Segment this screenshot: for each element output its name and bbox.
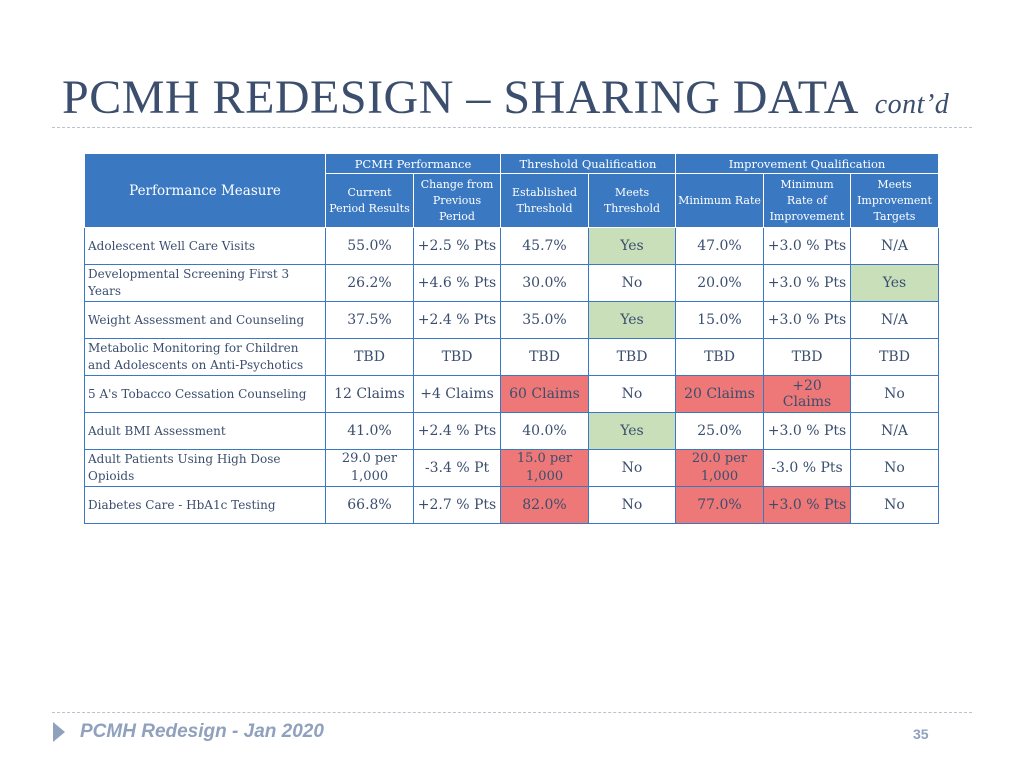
measure-cell: Diabetes Care - HbA1c Testing [84, 486, 326, 524]
value-cell: +3.0 % Pts [763, 301, 851, 339]
value-cell: 66.8% [325, 486, 414, 524]
value-cell: TBD [325, 338, 414, 376]
slide-title: PCMH REDESIGN – SHARING DATA cont’d [62, 70, 949, 125]
value-cell: TBD [413, 338, 501, 376]
value-cell: 45.7% [500, 227, 589, 265]
column-header: Minimum Rate [675, 173, 764, 228]
measure-cell: Metabolic Monitoring for Children and Ad… [84, 338, 326, 376]
page-number: 35 [913, 726, 929, 742]
triangle-right-icon [53, 722, 65, 742]
column-header: Established Threshold [500, 173, 589, 228]
measure-cell: Adult Patients Using High Dose Opioids [84, 449, 326, 487]
value-cell: +2.4 % Pts [413, 412, 501, 450]
value-cell: 35.0% [500, 301, 589, 339]
header-threshold-qualification: Threshold Qualification [500, 153, 676, 174]
value-cell: 20.0% [675, 264, 764, 302]
table-row: 5 A's Tobacco Cessation Counseling 12 Cla… [84, 375, 939, 413]
value-cell: 30.0% [500, 264, 589, 302]
measure-cell: Developmental Screening First 3 Years [84, 264, 326, 302]
value-cell: 55.0% [325, 227, 414, 265]
table-row: Adult Patients Using High Dose Opioids 29… [84, 449, 939, 487]
value-cell: No [850, 486, 939, 524]
measure-cell: Adolescent Well Care Visits [84, 227, 326, 265]
value-cell: 25.0% [675, 412, 764, 450]
value-cell: 77.0% [675, 486, 764, 524]
measure-cell: Weight Assessment and Counseling [84, 301, 326, 339]
value-cell: No [588, 486, 676, 524]
value-cell: N/A [850, 301, 939, 339]
header-performance-measure: Performance Measure [84, 153, 326, 228]
column-header: Change from Previous Period [413, 173, 501, 228]
value-cell: TBD [500, 338, 589, 376]
header-improvement-qualification: Improvement Qualification [675, 153, 939, 174]
value-cell: TBD [588, 338, 676, 376]
value-cell: Yes [588, 227, 676, 265]
value-cell: +3.0 % Pts [763, 227, 851, 265]
value-cell: 47.0% [675, 227, 764, 265]
slide-title-main: PCMH REDESIGN – SHARING DATA [62, 71, 857, 124]
value-cell: 26.2% [325, 264, 414, 302]
value-cell: Yes [850, 264, 939, 302]
value-cell: 12 Claims [325, 375, 414, 413]
title-divider [52, 127, 972, 128]
value-cell: +2.7 % Pts [413, 486, 501, 524]
value-cell: TBD [850, 338, 939, 376]
value-cell: 29.0 per 1,000 [325, 449, 414, 487]
value-cell: 40.0% [500, 412, 589, 450]
table-row: Adolescent Well Care Visits 55.0% +2.5 % P… [84, 227, 939, 265]
value-cell: TBD [675, 338, 764, 376]
table-row: Metabolic Monitoring for Children and Ad… [84, 338, 939, 376]
value-cell: Yes [588, 301, 676, 339]
value-cell: No [588, 449, 676, 487]
value-cell: 60 Claims [500, 375, 589, 413]
value-cell: N/A [850, 412, 939, 450]
value-cell: No [588, 375, 676, 413]
footer-text: PCMH Redesign - Jan 2020 [80, 721, 324, 742]
value-cell: +3.0 % Pts [763, 264, 851, 302]
column-header: Meets Improvement Targets [850, 173, 939, 228]
table-row: Adult BMI Assessment 41.0% +2.4 % Pts 40.0%… [84, 412, 939, 450]
value-cell: +3.0 % Pts [763, 412, 851, 450]
value-cell: -3.0 % Pts [763, 449, 851, 487]
value-cell: N/A [850, 227, 939, 265]
column-header: Meets Threshold [588, 173, 676, 228]
value-cell: 20 Claims [675, 375, 764, 413]
value-cell: 82.0% [500, 486, 589, 524]
measure-cell: Adult BMI Assessment [84, 412, 326, 450]
column-header: Current Period Results [325, 173, 414, 228]
value-cell: 15.0% [675, 301, 764, 339]
performance-table: Performance Measure PCMH Performance Thr… [84, 153, 939, 524]
table-row: Weight Assessment and Counseling 37.5% +2.… [84, 301, 939, 339]
value-cell: 20.0 per 1,000 [675, 449, 764, 487]
table-row: Diabetes Care - HbA1c Testing 66.8% +2.7 %… [84, 486, 939, 524]
footer-divider [52, 712, 972, 713]
value-cell: TBD [763, 338, 851, 376]
value-cell: +3.0 % Pts [763, 486, 851, 524]
value-cell: No [588, 264, 676, 302]
value-cell: +4 Claims [413, 375, 501, 413]
column-header: Minimum Rate of Improvement [763, 173, 851, 228]
measure-cell: 5 A's Tobacco Cessation Counseling [84, 375, 326, 413]
value-cell: 41.0% [325, 412, 414, 450]
value-cell: No [850, 375, 939, 413]
value-cell: +2.4 % Pts [413, 301, 501, 339]
value-cell: 37.5% [325, 301, 414, 339]
header-pcmh-performance: PCMH Performance [325, 153, 501, 174]
value-cell: 15.0 per 1,000 [500, 449, 589, 487]
value-cell: -3.4 % Pt [413, 449, 501, 487]
table-row: Developmental Screening First 3 Years 26.… [84, 264, 939, 302]
value-cell: +4.6 % Pts [413, 264, 501, 302]
table-body: Adolescent Well Care Visits 55.0% +2.5 % P… [84, 227, 939, 524]
slide-title-suffix: cont’d [874, 89, 950, 120]
value-cell: +20 Claims [763, 375, 851, 413]
value-cell: +2.5 % Pts [413, 227, 501, 265]
value-cell: Yes [588, 412, 676, 450]
value-cell: No [850, 449, 939, 487]
